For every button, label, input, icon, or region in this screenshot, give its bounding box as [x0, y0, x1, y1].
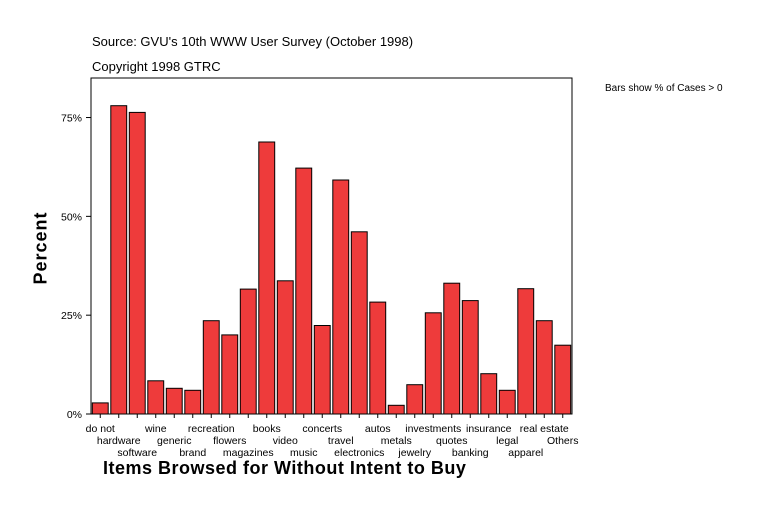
x-axis-label: Items Browsed for Without Intent to Buy	[103, 458, 467, 478]
bar-hardware	[110, 105, 128, 415]
x-tick-label: jewelry	[397, 447, 431, 459]
y-tick-label: 75%	[61, 113, 82, 125]
x-tick-label: flowers	[213, 435, 246, 447]
y-tick-label: 25%	[61, 310, 82, 322]
bar-do-not	[91, 402, 109, 415]
x-tick-label: real estate	[520, 423, 569, 435]
bar-magazines	[239, 288, 257, 415]
x-tick-label: electronics	[334, 447, 384, 459]
x-tick-label: software	[117, 447, 157, 459]
bar-jewelry	[406, 384, 424, 415]
x-tick-label: quotes	[436, 435, 468, 447]
bar-wine	[147, 380, 165, 415]
bar-video	[276, 280, 294, 415]
bar-Others	[554, 344, 572, 415]
x-tick-label: music	[290, 447, 317, 459]
y-tick-label: 50%	[61, 211, 82, 223]
x-tick-label: insurance	[466, 423, 512, 435]
y-tick-label: 0%	[67, 409, 82, 421]
x-tick-label: wine	[144, 423, 167, 435]
bar-real-estate	[535, 320, 553, 415]
bar-investments	[424, 312, 442, 415]
x-tick-label: generic	[157, 435, 191, 447]
x-tick-label: video	[273, 435, 298, 447]
bar-travel	[332, 179, 350, 415]
bar-legal	[498, 389, 516, 415]
x-tick-label: metals	[381, 435, 412, 447]
x-tick-label: apparel	[508, 447, 543, 459]
x-tick-label: investments	[405, 423, 461, 435]
x-tick-label: do not	[86, 423, 115, 435]
bar-concerts	[313, 325, 331, 415]
bar-insurance	[480, 373, 498, 415]
x-tick-label: autos	[365, 423, 391, 435]
x-tick-label: travel	[328, 435, 354, 447]
bar-banking	[461, 300, 479, 415]
bar-metals	[387, 404, 405, 415]
bar-apparel	[517, 288, 535, 415]
bar-quotes	[443, 282, 461, 415]
plot-frame	[90, 77, 573, 415]
bar-autos	[369, 301, 387, 415]
x-tick-label: banking	[452, 447, 489, 459]
bar-recreation	[202, 320, 220, 415]
x-tick-label: Others	[547, 435, 579, 447]
x-tick-label: legal	[496, 435, 518, 447]
x-tick-label: brand	[179, 447, 206, 459]
bar-electronics	[350, 231, 368, 415]
source-line: Source: GVU's 10th WWW User Survey (Octo…	[92, 34, 414, 49]
bar-music	[295, 167, 313, 415]
x-tick-label: magazines	[223, 447, 274, 459]
bar-flowers	[221, 334, 239, 415]
x-tick-label: hardware	[97, 435, 141, 447]
bar-generic	[165, 387, 183, 415]
legend-note: Bars show % of Cases > 0	[605, 83, 723, 94]
bar-books	[258, 141, 276, 415]
x-tick-label: books	[253, 423, 281, 435]
copyright-line: Copyright 1998 GTRC	[92, 59, 221, 74]
bar-brand	[184, 389, 202, 415]
bar-software	[128, 111, 146, 415]
x-tick-label: concerts	[302, 423, 342, 435]
x-tick-label: recreation	[188, 423, 235, 435]
y-axis-label: Percent	[30, 211, 51, 285]
